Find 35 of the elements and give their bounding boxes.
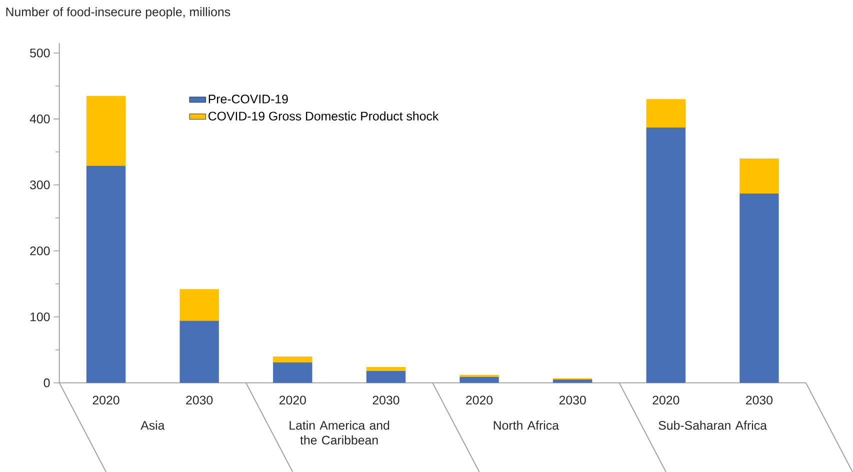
y-axis-title: Number of food-insecure people, millions	[6, 7, 230, 19]
y-tick-label: 300	[30, 180, 50, 190]
y-tick-label: 0	[44, 378, 50, 388]
bar	[366, 370, 406, 383]
x-tick-label: 2030	[559, 396, 586, 404]
bar	[86, 96, 126, 166]
bar	[180, 288, 219, 321]
y-tick-label: 200	[30, 246, 50, 256]
text: Asia	[140, 420, 165, 430]
x-tick-label: 2020	[279, 396, 306, 404]
bar	[740, 158, 779, 194]
bar	[460, 376, 499, 383]
bar	[646, 127, 686, 383]
legend-label: Pre-COVID-19	[208, 94, 288, 104]
bar	[273, 362, 312, 383]
bar	[646, 98, 686, 128]
bar	[552, 379, 592, 383]
x-tick-label: 2020	[652, 396, 680, 404]
x-tick-label: 2030	[746, 396, 773, 404]
legend-label: COVID-19 Gross Domestic Product shock	[208, 111, 439, 120]
bar	[740, 193, 779, 383]
y-tick-label: 400	[30, 114, 50, 124]
bar	[180, 320, 219, 383]
text: Sub-Saharan Africa	[658, 420, 767, 430]
x-tick-label: 2020	[466, 396, 493, 404]
bar	[366, 366, 406, 371]
x-tick-label: 2030	[372, 396, 400, 404]
bar	[273, 356, 312, 362]
y-tick-label: 500	[30, 48, 50, 58]
x-tick-label: 2020	[92, 396, 120, 404]
text: North Africa	[494, 420, 559, 430]
x-tick-label: 2030	[186, 396, 213, 404]
y-tick-label: 100	[30, 312, 50, 322]
text: Latin America and the Caribbean	[290, 420, 390, 444]
bar	[86, 166, 126, 383]
